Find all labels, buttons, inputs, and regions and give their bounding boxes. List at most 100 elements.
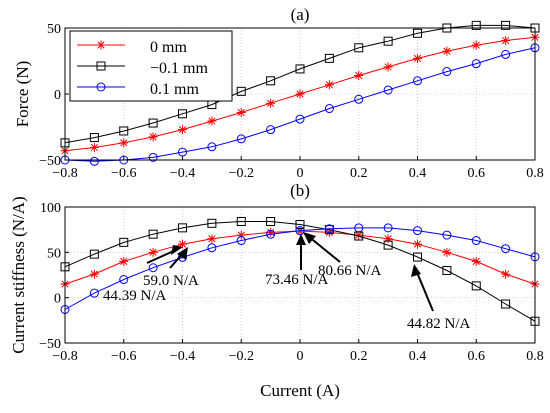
panel-b-ytick-label-1: 0 xyxy=(54,292,61,307)
panel-b-series-2-point-13 xyxy=(442,230,452,240)
panel-b-series-2-point-1 xyxy=(89,288,99,298)
panel-b-xlabel: Current (A) xyxy=(260,381,340,400)
panel-a-series-0-point-2 xyxy=(119,138,129,148)
panel-a-series-0-point-13 xyxy=(442,46,452,56)
annotation-arrowhead-0 xyxy=(171,245,183,255)
panel-b-series-0-point-5 xyxy=(207,234,217,244)
panel-b-series-2-point-3 xyxy=(148,263,158,273)
panel-a-series-0-point-9 xyxy=(324,80,334,90)
panel-b-annotations: 59.0 N/A 44.39 N/A 73.46 N/A 80.66 N/A 4… xyxy=(103,232,471,332)
annotation-label-1: 44.39 N/A xyxy=(103,288,167,304)
panel-b-ytick-label-3: 100 xyxy=(40,201,61,216)
panel-b-series-0-point-14 xyxy=(471,256,481,266)
panel-a-xtick-label-0: −0.8 xyxy=(52,166,77,181)
panel-a-series-1-point-11 xyxy=(383,36,393,46)
panel-b-series-1-line xyxy=(64,221,536,322)
panel-a-series-1-point-9 xyxy=(324,53,334,63)
panel-a-ylabel: Force (N) xyxy=(13,61,32,128)
panel-a-series-1-point-14 xyxy=(471,20,481,30)
panel-a-series-1-point-4 xyxy=(178,109,187,119)
panel-a-axes-box xyxy=(64,27,536,161)
panel-a-xtick-label-3: −0.2 xyxy=(229,166,254,181)
legend-marker-2 xyxy=(96,82,106,92)
panel-a-ytick-label-2: 50 xyxy=(47,22,61,37)
panel-b: (b) −0.8 −0.6 −0.4 −0.2 0 0.2 0.4 0.6 0.8 −50 0 50 1… xyxy=(9,181,544,400)
panel-b-series-2-point-2 xyxy=(119,275,129,285)
annotation-arrow-4 xyxy=(415,269,434,312)
panel-a-series-0-point-11 xyxy=(383,62,393,72)
panel-a-series-0-point-8 xyxy=(295,89,305,99)
panel-b-series-1-point-14 xyxy=(471,281,481,291)
panel-a-series-0-point-5 xyxy=(207,116,217,126)
panel-b-series-1-point-2 xyxy=(119,237,129,247)
panel-b-series-2-point-8 xyxy=(295,226,305,236)
panel-a-series-1-point-12 xyxy=(413,28,422,38)
panel-a-series-1-point-3 xyxy=(148,118,158,128)
panel-a-xtick-label-8: 0.8 xyxy=(526,166,544,181)
panel-a-ticks: −0.8 −0.6 −0.4 −0.2 0 0.2 0.4 0.6 0.8 −50 0 50 xyxy=(39,22,544,181)
panel-b-xtick-label-7: 0.6 xyxy=(468,349,486,364)
panel-b-series-2-line xyxy=(64,227,536,310)
panel-a: (a) −0.8 −0.6 −0.4 −0.2 0 0.2 0.4 0.6 0.8−50050 … xyxy=(13,5,544,181)
panel-a-series-0-point-10 xyxy=(354,71,364,81)
panel-a-series-0-point-1 xyxy=(89,142,99,152)
panel-b-series-1-point-12 xyxy=(413,252,422,262)
panel-a-series-2-point-13 xyxy=(442,67,452,77)
panel-b-series-2-point-15 xyxy=(501,244,511,254)
panel-a-xtick-label-7: 0.6 xyxy=(468,166,486,181)
panel-a-xtick-label-2: −0.4 xyxy=(170,166,195,181)
panel-b-series-0-point-4 xyxy=(178,239,187,249)
annotation-arrowhead-4 xyxy=(411,264,421,277)
legend-label-0: 0 mm xyxy=(150,39,187,56)
panel-a-series-1-line xyxy=(64,24,536,144)
panel-b-series-0-point-1 xyxy=(89,269,99,279)
panel-b-series-0-point-7 xyxy=(266,227,276,237)
panel-a-series-0-point-7 xyxy=(266,98,276,108)
panel-b-series-1-point-1 xyxy=(89,249,99,259)
panel-b-xtick-label-5: 0.2 xyxy=(350,349,368,364)
panel-b-series-2-point-12 xyxy=(413,226,422,236)
legend-box xyxy=(69,30,233,102)
panel-a-series-2-point-10 xyxy=(354,94,364,104)
panel-a-series-2-point-8 xyxy=(295,114,305,124)
panel-b-series-1-point-7 xyxy=(266,217,276,227)
annotation-label-2: 73.46 N/A xyxy=(265,272,329,288)
panel-b-xtick-label-2: −0.4 xyxy=(170,349,195,364)
panel-b-series-1-point-13 xyxy=(442,265,452,275)
panel-b-series-0-point-3 xyxy=(148,247,158,257)
panel-a-series-1-point-1 xyxy=(89,133,99,143)
panel-b-series-2-point-10 xyxy=(354,223,364,233)
panel-a-series-2-point-11 xyxy=(383,85,393,95)
legend-label-2: 0.1 mm xyxy=(150,81,199,98)
panel-b-xtick-label-6: 0.4 xyxy=(409,349,427,364)
panel-a-series-2-point-12 xyxy=(413,76,422,86)
panel-a-series-1-point-15 xyxy=(501,20,511,30)
legend-entries xyxy=(77,40,125,92)
annotation-label-4: 44.82 N/A xyxy=(407,316,471,332)
panel-a-series-2-point-14 xyxy=(471,59,481,69)
panel-a-title: (a) xyxy=(291,5,310,24)
panel-a-xtick-label-1: −0.6 xyxy=(111,166,136,181)
panel-a-series-2-point-7 xyxy=(266,125,276,135)
panel-a-series-2-point-6 xyxy=(236,134,246,144)
panel-b-axes-box xyxy=(64,206,536,344)
annotation-arrow-3 xyxy=(307,235,341,263)
panel-b-ytick-label-0: −50 xyxy=(39,337,61,352)
annotation-arrowhead-1 xyxy=(177,247,188,260)
legend-marker-0 xyxy=(96,40,106,50)
panel-a-series-2-point-1 xyxy=(89,156,99,166)
annotation-label-0: 59.0 N/A xyxy=(143,273,199,289)
legend-label-1: −0.1 mm xyxy=(150,60,208,77)
panel-a-legend: 0 mm −0.1 mm 0.1 mm xyxy=(69,30,233,102)
panel-a-xtick-label-5: 0.2 xyxy=(350,166,368,181)
panel-b-series-1-point-5 xyxy=(207,218,217,228)
panel-b-xtick-label-0: −0.8 xyxy=(52,349,77,364)
panel-b-series-0-point-6 xyxy=(236,230,246,240)
panel-a-series-2-point-3 xyxy=(148,152,158,162)
panel-a-series-0-point-15 xyxy=(501,36,511,46)
panel-b-series-0-point-2 xyxy=(119,256,129,266)
panel-b-series-1-point-3 xyxy=(148,229,158,239)
panel-b-series-1-point-6 xyxy=(236,217,246,227)
panel-b-series-1-point-4 xyxy=(178,223,187,233)
